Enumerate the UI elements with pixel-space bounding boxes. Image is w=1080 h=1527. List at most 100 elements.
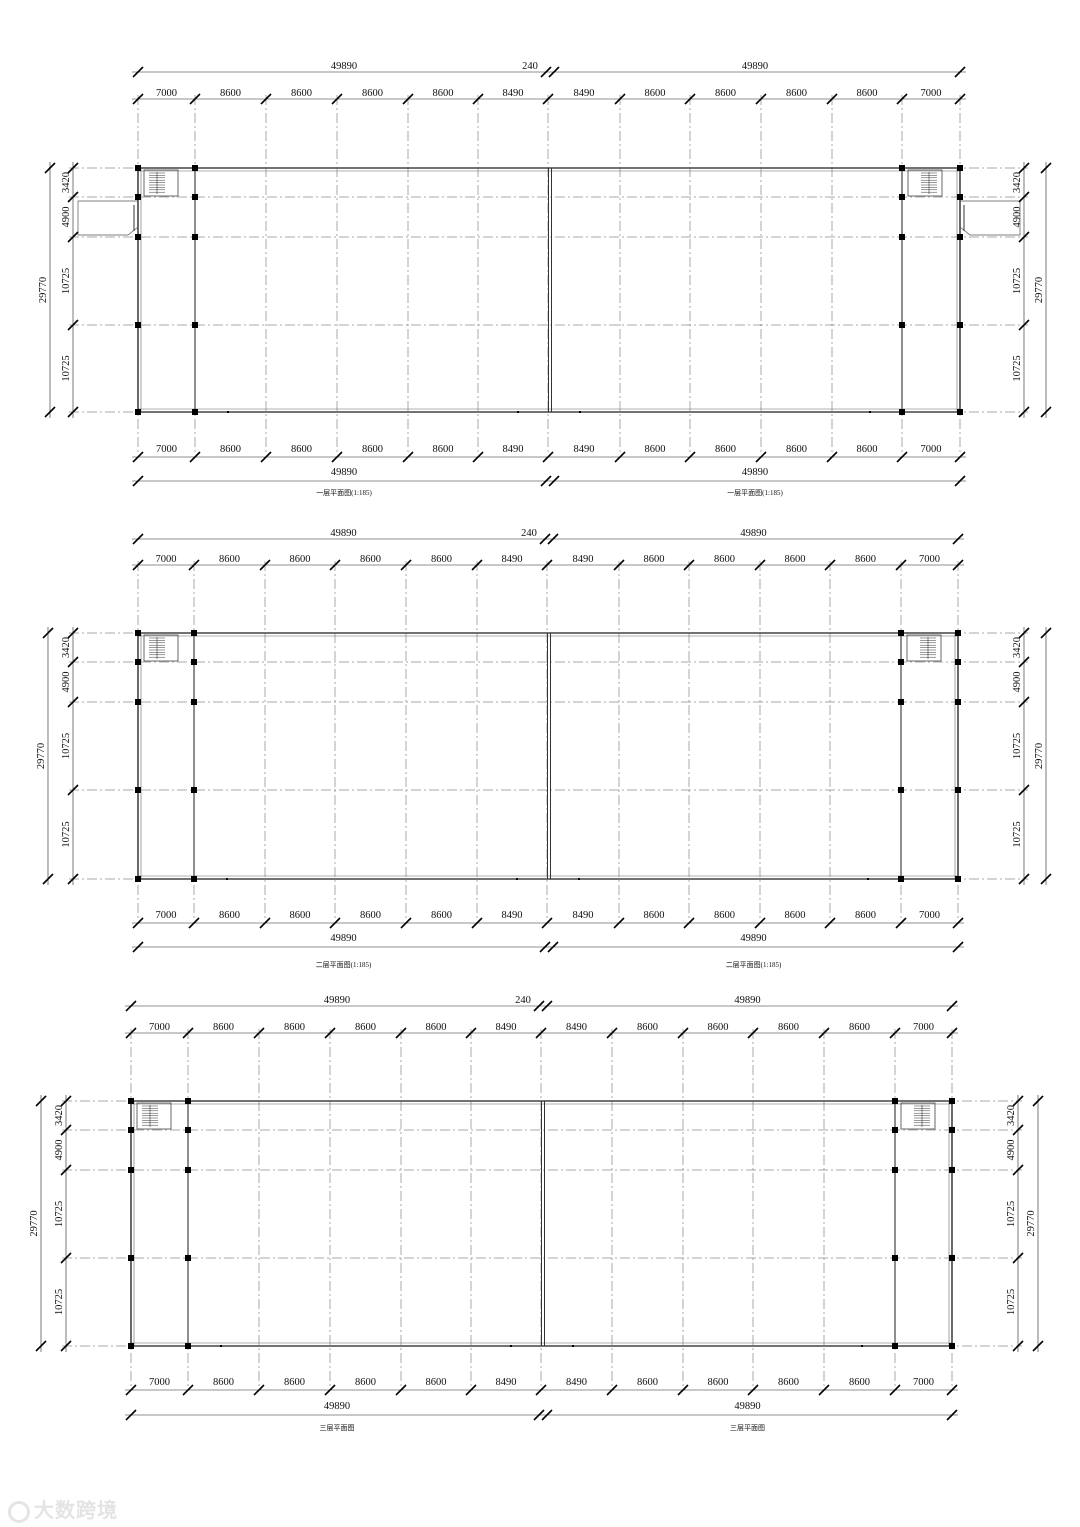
dim-overall-right: 49890	[740, 933, 766, 944]
column	[128, 1098, 134, 1104]
dim-depth-total: 29770	[1026, 1210, 1037, 1236]
dim-bay: 8600	[637, 1377, 658, 1388]
dim-overall-left: 49890	[330, 933, 356, 944]
dim-bay: 8490	[496, 1377, 517, 1388]
dim-depth: 3420	[61, 172, 72, 193]
column	[135, 234, 141, 240]
dim-depth: 10725	[61, 268, 72, 294]
column	[899, 194, 905, 200]
dim-tick	[132, 941, 144, 953]
dim-tick	[747, 1027, 759, 1039]
dim-bay: 8600	[360, 554, 381, 565]
dim-depth-total: 29770	[36, 743, 47, 769]
dim-depth: 10725	[61, 733, 72, 759]
brand-logo-icon	[8, 1500, 30, 1523]
column	[135, 787, 141, 793]
column	[185, 1167, 191, 1173]
dim-tick	[402, 93, 414, 105]
stair-left	[136, 1102, 172, 1130]
dim-depth: 10725	[1012, 268, 1023, 294]
dim-tick	[324, 1027, 336, 1039]
dim-tick	[540, 66, 552, 78]
column	[899, 409, 905, 415]
dim-tick	[954, 66, 966, 78]
dim-bay: 8490	[502, 554, 523, 565]
dim-tick	[824, 917, 836, 929]
dim-bay: 8490	[502, 910, 523, 921]
dim-bay: 8600	[715, 444, 736, 455]
dim-depth: 3420	[1006, 1105, 1017, 1126]
dim-tick	[954, 451, 966, 463]
dim-bay: 8600	[220, 444, 241, 455]
dim-tick	[395, 1384, 407, 1396]
wall-mark	[220, 1345, 222, 1347]
dim-tick	[896, 93, 908, 105]
dim-depth: 3420	[1012, 637, 1023, 658]
dim-tick	[253, 1027, 265, 1039]
dim-bay: 8600	[857, 88, 878, 99]
dim-joint: 240	[522, 61, 538, 72]
dim-bay: 8600	[786, 88, 807, 99]
column	[185, 1343, 191, 1349]
plan-caption-right: 三层平面图	[730, 1424, 765, 1432]
dim-tick	[606, 1027, 618, 1039]
dim-depth: 4900	[1006, 1140, 1017, 1161]
dim-tick	[67, 406, 79, 418]
dim-tick	[1012, 1124, 1024, 1136]
dim-depth: 10725	[1012, 355, 1023, 381]
dim-depth-total: 29770	[29, 1210, 40, 1236]
dim-tick	[533, 1409, 545, 1421]
dim-tick	[954, 93, 966, 105]
plan-caption-right: 一层平面图(1:185)	[727, 489, 783, 497]
dim-overall-right: 49890	[734, 1401, 760, 1412]
dim-bay: 8600	[708, 1377, 729, 1388]
dim-tick	[132, 533, 144, 545]
dim-bay: 8600	[857, 444, 878, 455]
dim-tick	[67, 319, 79, 331]
dim-tick	[541, 559, 553, 571]
column	[957, 165, 963, 171]
dim-tick	[683, 917, 695, 929]
dim-bay: 8600	[849, 1377, 870, 1388]
dim-tick	[818, 1027, 830, 1039]
dim-depth-total: 29770	[38, 277, 49, 303]
dim-tick	[1032, 1095, 1044, 1107]
column	[192, 194, 198, 200]
stair-outline	[900, 1102, 936, 1130]
column	[898, 699, 904, 705]
column	[128, 1167, 134, 1173]
dim-bay: 8600	[290, 910, 311, 921]
dim-depth: 4900	[1012, 672, 1023, 693]
dim-bay: 8600	[855, 910, 876, 921]
wall-mark	[579, 411, 581, 413]
column	[191, 787, 197, 793]
dim-bay: 8600	[433, 444, 454, 455]
plan-caption-left: 三层平面图	[320, 1424, 355, 1432]
dim-tick	[896, 451, 908, 463]
stair-outline	[136, 1102, 172, 1130]
dim-bay: 8600	[715, 88, 736, 99]
column	[949, 1098, 955, 1104]
dim-bay: 8600	[431, 554, 452, 565]
dim-tick	[260, 93, 272, 105]
dim-tick	[132, 475, 144, 487]
dim-tick	[684, 93, 696, 105]
column	[957, 409, 963, 415]
dim-tick	[67, 231, 79, 243]
dim-tick	[35, 1095, 47, 1107]
dim-tick	[954, 475, 966, 487]
dim-tick	[952, 533, 964, 545]
dim-tick	[60, 1124, 72, 1136]
dim-tick	[952, 559, 964, 571]
column	[135, 659, 141, 665]
dim-tick	[60, 1095, 72, 1107]
dim-tick	[826, 93, 838, 105]
dim-bay: 8600	[645, 444, 666, 455]
dim-depth-total: 29770	[1034, 277, 1045, 303]
dim-tick	[125, 1409, 137, 1421]
dim-tick	[1012, 1095, 1024, 1107]
dim-tick	[747, 1384, 759, 1396]
dim-tick	[613, 917, 625, 929]
dim-bay: 8600	[785, 554, 806, 565]
dim-tick	[331, 451, 343, 463]
